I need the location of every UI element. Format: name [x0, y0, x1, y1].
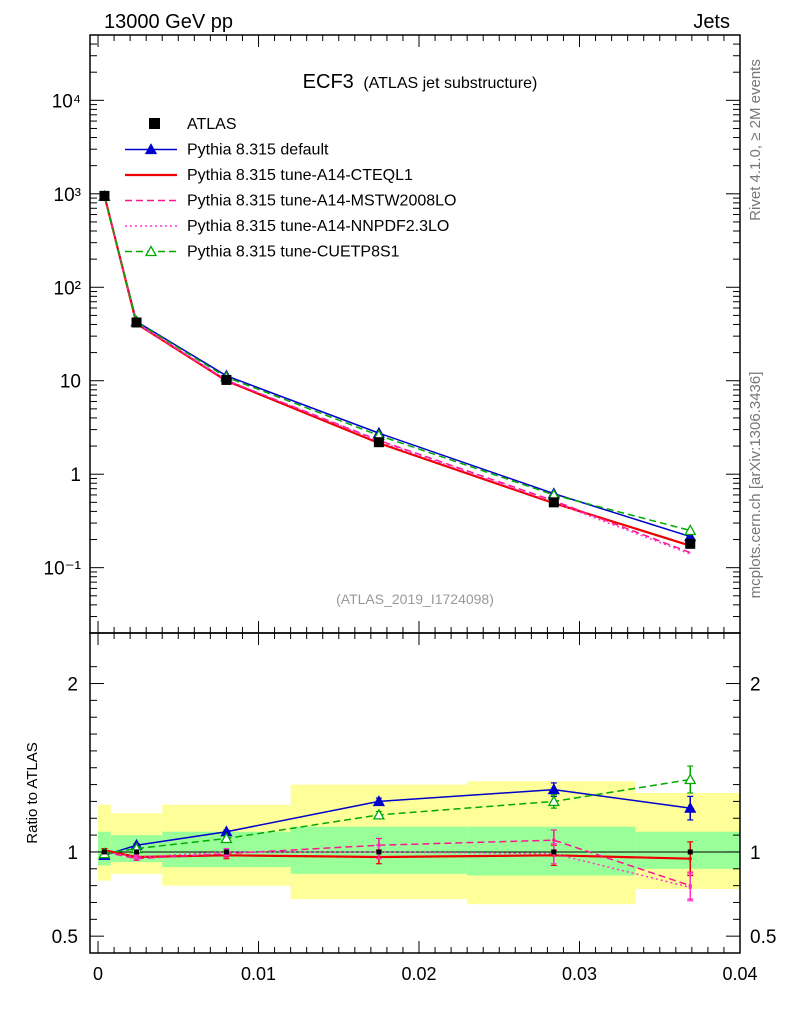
ytick-main-label-3: 10² [54, 278, 81, 299]
legend-label-1: Pythia 8.315 tune-A14-CTEQL1 [187, 167, 413, 184]
ratio-marker-4-5 [684, 773, 697, 785]
xtick-label-2: 0.02 [401, 964, 436, 984]
atlas-ratio-point-5 [687, 849, 693, 855]
ratio-ylabel: Ratio to ATLAS [24, 742, 41, 843]
ratio-line-series-0 [104, 788, 691, 857]
main-line-series-4 [103, 195, 691, 532]
ratio-dot-2-4 [552, 838, 556, 842]
ratio-marker-0-3 [372, 795, 385, 807]
title-subtitle: (ATLAS jet substructure) [363, 75, 537, 92]
main-line-series-2 [103, 195, 691, 554]
legend-label-2: Pythia 8.315 tune-A14-MSTW2008LO [187, 193, 456, 210]
ratio-line-series-1 [104, 849, 691, 860]
legend-label-3: Pythia 8.315 tune-A14-NNPDF2.3LO [187, 218, 449, 235]
ytick-main-label-0: 10⁻¹ [44, 559, 82, 580]
ratio-marker-0-4 [547, 783, 560, 795]
header-right: Jets [693, 11, 730, 33]
ratio-marker-4-2 [220, 832, 233, 844]
plot-title: ECF3 (ATLAS jet substructure) [303, 71, 538, 93]
ytick-ratio-label-right-0: 0.5 [750, 927, 776, 948]
atlas-point-5 [685, 538, 696, 549]
atlas-ratio-point-3 [376, 849, 382, 855]
ytick-ratio-label-right-2: 2 [750, 675, 761, 696]
ratio-marker-4-3 [372, 808, 385, 820]
ytick-ratio-label-right-1: 1 [750, 843, 761, 864]
tick-labels: 0 0.01 0.02 0.03 0.04 10⁻¹ 1 10 10² 10³ 10⁴ 0.5 0.5 1… [44, 91, 777, 984]
main-marker-4-5 [684, 524, 697, 536]
analysis-id: (ATLAS_2019_I1724098) [336, 591, 494, 607]
xtick-label-4: 0.04 [722, 964, 757, 984]
legend-label-4: Pythia 8.315 tune-CUETP8S1 [187, 244, 400, 261]
ytick-ratio-label-left-2: 2 [67, 675, 78, 696]
main-line-series-3 [103, 195, 691, 555]
mcplots-label: mcplots.cern.ch [arXiv:1306.3436] [747, 372, 764, 599]
legend-marker-4 [144, 245, 158, 257]
ratio-line-series-2 [104, 839, 691, 887]
ytick-ratio-label-left-0: 0.5 [52, 927, 78, 948]
legend-marker-0 [144, 143, 158, 155]
axes-ticks [90, 34, 741, 953]
atlas-ratio-point-2 [223, 849, 229, 855]
ratio-frame [89, 632, 741, 954]
atlas-point-4 [548, 497, 559, 508]
atlas-ratio-point-4 [551, 849, 557, 855]
rivet-label: Rivet 4.1.0, ≥ 2M events [747, 59, 764, 221]
ytick-main-label-2: 10 [60, 372, 81, 393]
atlas-point-2 [221, 374, 232, 385]
legend: ATLAS Pythia 8.315 default Pythia 8.315 tu… [125, 116, 456, 261]
xtick-label-3: 0.03 [562, 964, 597, 984]
atlas-point-1 [131, 317, 142, 328]
ytick-main-label-5: 10⁴ [52, 91, 81, 112]
atlas-point-0 [99, 190, 110, 201]
ratio-dot-3-5 [688, 885, 692, 889]
xtick-label-1: 0.01 [241, 964, 276, 984]
ratio-dot-1-5 [688, 857, 692, 861]
legend-label-0: Pythia 8.315 default [187, 142, 329, 159]
ratio-dot-3-1 [135, 855, 139, 859]
legend-label-atlas: ATLAS [187, 116, 237, 133]
atlas-data-points [99, 190, 696, 855]
ratio-marker-4-4 [547, 795, 560, 807]
legend-marker-atlas [149, 118, 160, 129]
atlas-ratio-point-1 [134, 849, 140, 855]
header-left: 13000 GeV pp [104, 11, 233, 33]
atlas-point-3 [373, 437, 384, 448]
ytick-main-label-4: 10³ [54, 185, 81, 206]
title-main: ECF3 [303, 71, 354, 93]
xtick-label-0: 0 [93, 964, 103, 984]
ratio-line-series-4 [104, 778, 691, 855]
ratio-marker-0-5 [684, 801, 697, 813]
ytick-main-label-1: 1 [70, 465, 81, 486]
ytick-ratio-label-left-1: 1 [67, 843, 78, 864]
atlas-ratio-point-0 [101, 849, 107, 855]
